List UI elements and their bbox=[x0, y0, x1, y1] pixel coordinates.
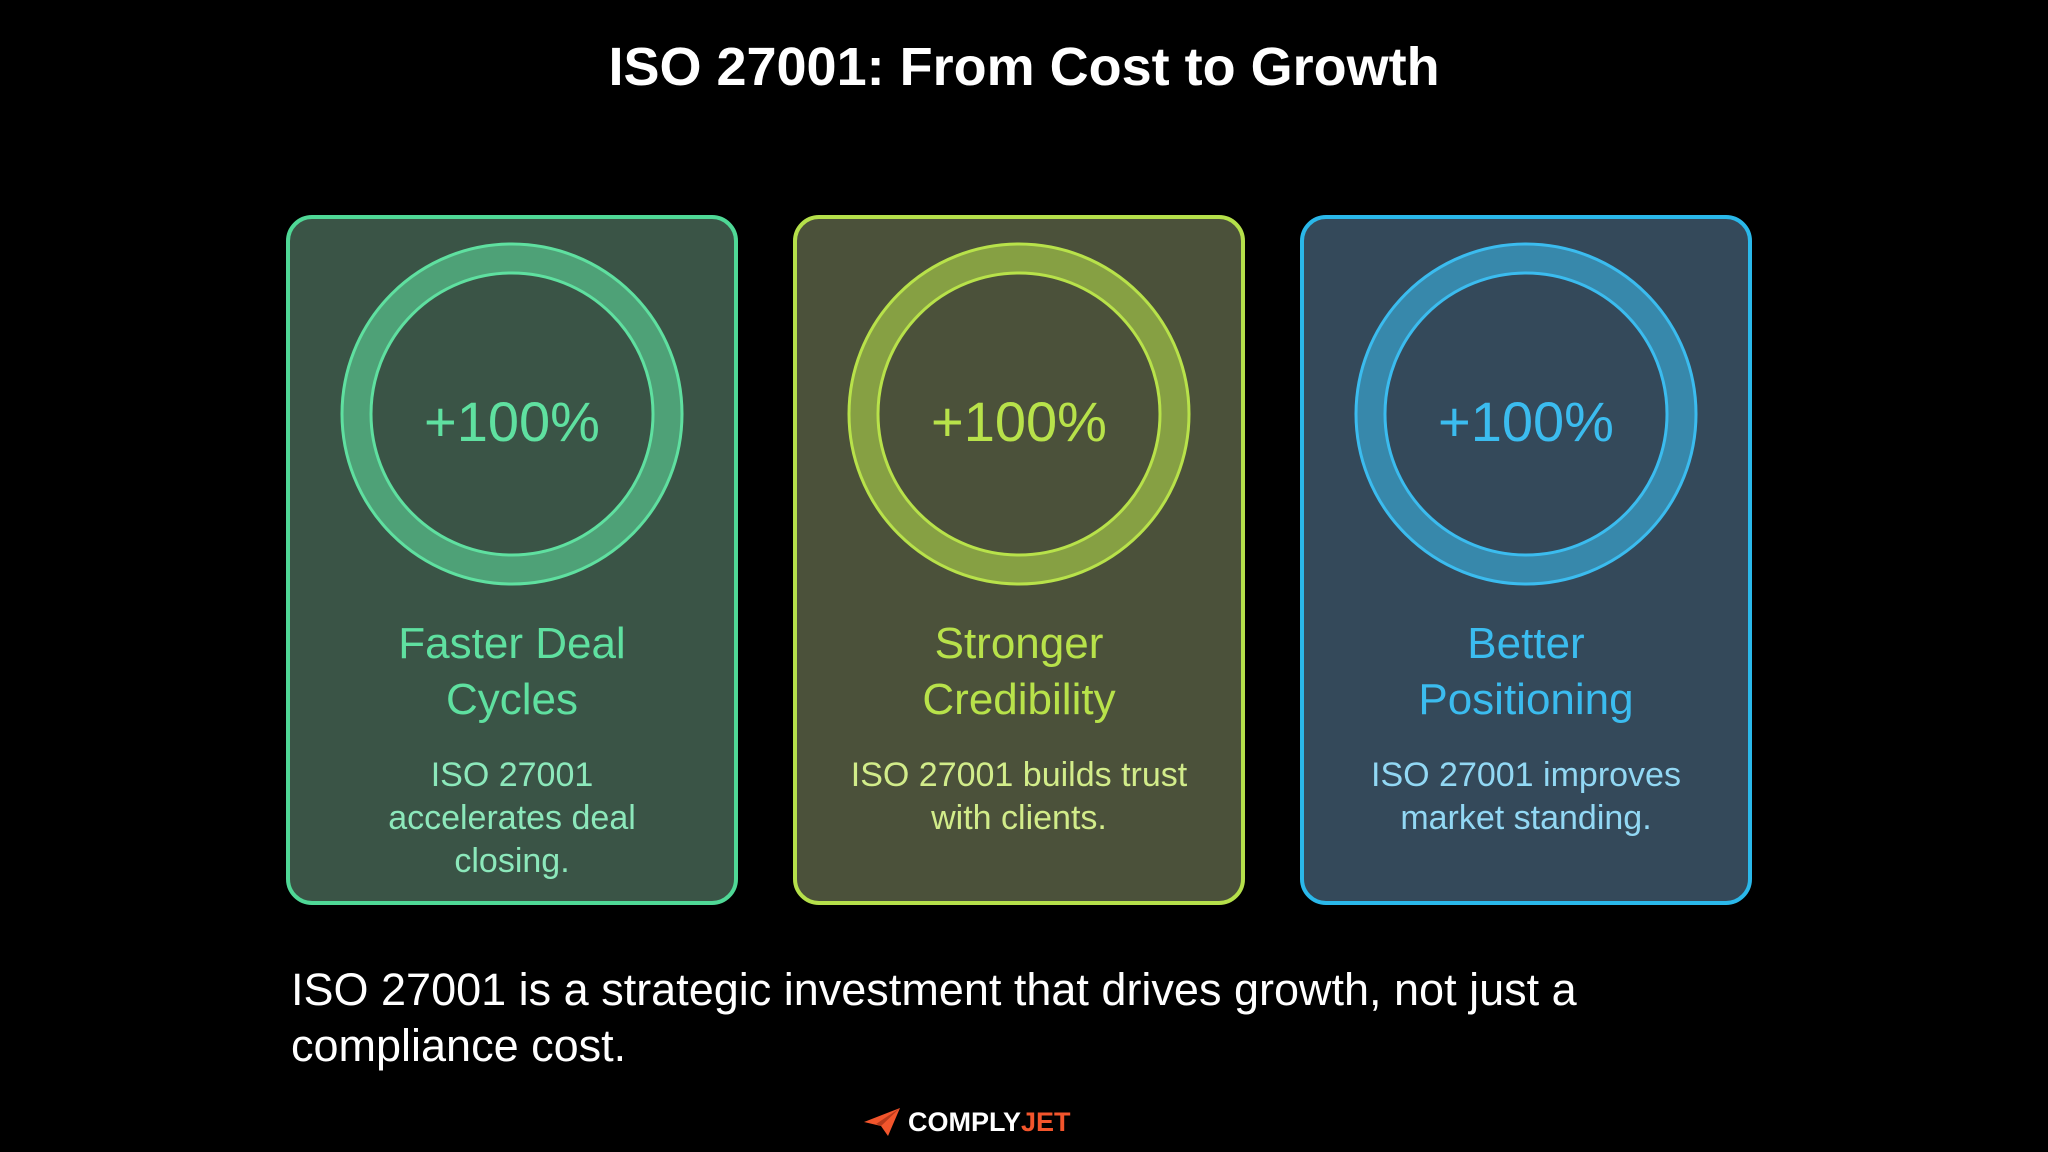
title: ISO 27001: From Cost to Growth bbox=[608, 37, 1440, 97]
logo-text-accent: JET bbox=[1021, 1106, 1071, 1137]
card: +100% Better Positioning ISO 27001 impro… bbox=[1300, 215, 1752, 905]
card-text: ISO 27001 builds trust with clients. bbox=[850, 756, 1188, 837]
card-heading: Better Positioning bbox=[1418, 619, 1634, 724]
ring bbox=[1354, 242, 1698, 586]
footer-text: ISO 27001 is a strategic investment that… bbox=[291, 964, 1577, 1071]
card-text: ISO 27001 accelerates deal closing. bbox=[388, 756, 636, 880]
card: +100% Stronger Credibility ISO 27001 bui… bbox=[793, 215, 1245, 905]
card-heading: Faster Deal Cycles bbox=[398, 619, 626, 724]
logo-text: COMPLY bbox=[908, 1106, 1022, 1137]
card-value: +100% bbox=[1438, 390, 1614, 453]
card-text: ISO 27001 improves market standing. bbox=[1371, 756, 1681, 837]
card-heading: Stronger Credibility bbox=[922, 619, 1116, 724]
ring bbox=[340, 242, 684, 586]
logo: COMPLYJET bbox=[862, 1104, 1071, 1140]
card: +100% Faster Deal Cycles ISO 27001 accel… bbox=[286, 215, 738, 905]
ring bbox=[847, 242, 1191, 586]
card-value: +100% bbox=[424, 390, 600, 453]
logo-icon bbox=[864, 1108, 900, 1136]
card-value: +100% bbox=[931, 390, 1107, 453]
